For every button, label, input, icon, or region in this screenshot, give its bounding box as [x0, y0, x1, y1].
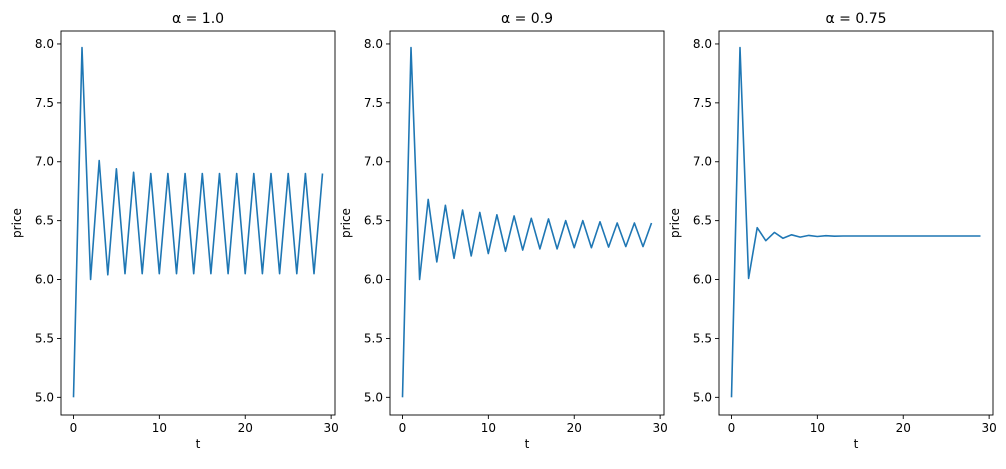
subplot-1: 0 10 20 30 5.0 5.5 6.0 6.5 7.0 7.5 8.0 t price α = 1.… — [10, 11, 339, 451]
y-tick-label: 7.0 — [35, 155, 54, 169]
y-tick-label: 7.5 — [693, 96, 712, 110]
y-tick-label: 8.0 — [693, 37, 712, 51]
x-tick-label: 10 — [152, 421, 167, 435]
y-tick-label: 7.0 — [693, 155, 712, 169]
y-tick-label: 5.5 — [693, 331, 712, 345]
y-tick-label: 6.5 — [364, 214, 383, 228]
x-axis-label: t — [196, 437, 201, 451]
y-axis-label: price — [339, 208, 353, 238]
axes-frame — [718, 30, 994, 416]
y-tick-label: 6.5 — [35, 214, 54, 228]
subplot-3: 0 10 20 30 5.0 5.5 6.0 6.5 7.0 7.5 8.0 t price α = 0.… — [668, 11, 997, 451]
subplot-title: α = 0.9 — [501, 11, 553, 27]
y-tick-label: 8.0 — [35, 37, 54, 51]
series-line — [401, 46, 653, 398]
subplot-title: α = 1.0 — [172, 11, 224, 27]
subplot-title: α = 0.75 — [825, 11, 886, 27]
x-tick-label: 20 — [896, 421, 911, 435]
y-tick-label: 6.0 — [35, 273, 54, 287]
x-tick-label: 10 — [481, 421, 496, 435]
y-tick-label: 5.5 — [35, 331, 54, 345]
y-tick-label: 8.0 — [364, 37, 383, 51]
series-line — [730, 46, 981, 398]
y-tick-label: 5.0 — [693, 390, 712, 404]
x-tick-label: 30 — [652, 421, 667, 435]
x-tick-label: 30 — [323, 421, 338, 435]
y-tick-label: 5.0 — [35, 390, 54, 404]
x-tick-label: 0 — [70, 421, 78, 435]
x-tick-label: 30 — [981, 421, 996, 435]
y-tick-label: 6.0 — [693, 273, 712, 287]
axes-frame — [60, 30, 336, 416]
subplot-2: 0 10 20 30 5.0 5.5 6.0 6.5 7.0 7.5 8.0 t price α = 0.… — [339, 11, 668, 451]
x-axis-label: t — [854, 437, 859, 451]
y-axis-label: price — [10, 208, 24, 238]
x-tick-label: 20 — [238, 421, 253, 435]
y-tick-label: 7.5 — [35, 96, 54, 110]
x-axis-label: t — [525, 437, 530, 451]
series-line — [72, 46, 324, 398]
x-tick-label: 20 — [567, 421, 582, 435]
x-tick-label: 0 — [399, 421, 407, 435]
y-tick-label: 6.5 — [693, 214, 712, 228]
y-tick-label: 5.5 — [364, 331, 383, 345]
y-tick-label: 6.0 — [364, 273, 383, 287]
y-axis-label: price — [668, 208, 682, 238]
y-tick-label: 5.0 — [364, 390, 383, 404]
axes-frame — [389, 30, 665, 416]
y-tick-label: 7.0 — [364, 155, 383, 169]
y-tick-label: 7.5 — [364, 96, 383, 110]
x-tick-label: 0 — [728, 421, 736, 435]
x-tick-label: 10 — [810, 421, 825, 435]
